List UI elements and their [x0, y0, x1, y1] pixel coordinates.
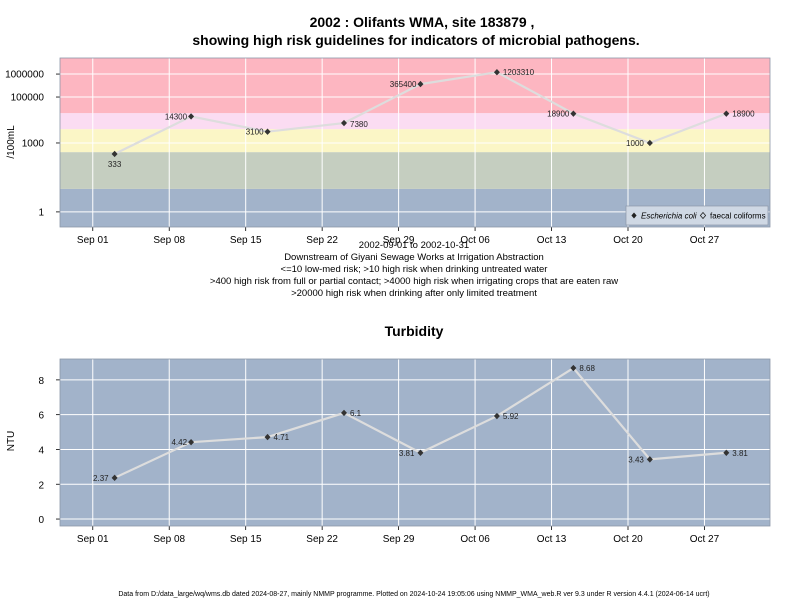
ecoli-point	[188, 113, 195, 120]
ecoli-point-label: 365400	[390, 80, 417, 89]
turbidity-y-tick-label: 2	[38, 480, 44, 491]
turbidity-point-label: 4.71	[274, 433, 290, 442]
turbidity-x-tick-label: Oct 27	[690, 534, 720, 545]
turbidity-point	[723, 449, 730, 456]
legend-faecal-marker	[699, 211, 707, 220]
legend-faecal-label: faecal coliforms	[710, 212, 766, 221]
ecoli-point-label: 3100	[246, 128, 264, 137]
subtitle-guideline-1: <=10 low-med risk; >10 high risk when dr…	[281, 264, 548, 275]
subtitle-guideline-3: >20000 high risk when drinking after onl…	[291, 288, 537, 299]
turbidity-x-tick-label: Sep 29	[383, 534, 415, 545]
turbidity-axes: Sep 01 Sep 08 Sep 15 Sep 22 Sep 29 Oct 06 Oct …	[38, 358, 771, 545]
legend-box	[625, 205, 769, 226]
microbial-x-tick-label: Sep 29	[383, 235, 415, 246]
microbial-legend: Escherichia coli faecal coliforms	[625, 205, 769, 226]
turbidity-y-tick-label: 4	[38, 445, 44, 456]
microbial-plot-area	[60, 58, 770, 227]
turbidity-point-label: 8.68	[579, 364, 595, 373]
turbidity-point-label: 4.42	[171, 438, 187, 447]
turbidity-point	[570, 364, 577, 372]
ecoli-point-label: 18900	[732, 110, 755, 119]
footer-note: Data from D:/data_large/wq/wms.db dated …	[118, 591, 709, 598]
ecoli-point-label: 1000	[626, 139, 644, 148]
microbial-y-tick-label: 1000	[22, 138, 45, 149]
microbial-x-tick-label: Oct 13	[537, 235, 567, 246]
turbidity-plot-area	[60, 359, 770, 526]
microbial-y-axis-label: /100mL	[6, 125, 17, 159]
turbidity-point-label: 3.43	[628, 455, 644, 464]
microbial-x-tick-label: Sep 01	[77, 235, 109, 246]
microbial-x-tick-label: Sep 22	[306, 235, 338, 246]
ecoli-point-label: 333	[108, 160, 122, 169]
ecoli-point	[723, 110, 730, 117]
turbidity-point	[493, 412, 500, 420]
turbidity-x-tick-label: Oct 06	[460, 534, 490, 545]
ecoli-point	[264, 128, 271, 135]
ecoli-point-label: 14300	[165, 112, 188, 121]
microbial-x-tick-label: Sep 15	[230, 235, 262, 246]
microbial-plot-border	[59, 57, 771, 228]
microbial-y-tick-label: 100000	[11, 93, 45, 104]
turbidity-point	[111, 474, 118, 482]
microbial-y-tick-label: 1	[38, 207, 44, 218]
ecoli-point	[646, 139, 653, 147]
microbial-markers: 333 14300 3100 7380 365400 1203310 18900 1000 18…	[108, 68, 755, 169]
risk-band	[60, 129, 770, 153]
turbidity-background	[60, 359, 770, 526]
risk-band	[60, 152, 770, 189]
subtitle-site: Downstream of Giyani Sewage Works at Irr…	[284, 252, 544, 263]
turbidity-point	[417, 449, 424, 456]
subtitle-guideline-2: >400 high risk from full or partial cont…	[210, 276, 618, 287]
turbidity-point	[264, 433, 271, 441]
ecoli-point-label: 18900	[547, 110, 570, 119]
ecoli-point	[341, 119, 347, 127]
ecoli-point-label: 1203310	[503, 68, 535, 77]
ecoli-point	[417, 80, 424, 88]
turbidity-x-tick-label: Oct 13	[537, 534, 567, 545]
turbidity-point	[646, 456, 653, 463]
ecoli-point	[493, 69, 500, 76]
turbidity-point-label: 3.81	[732, 449, 748, 458]
microbial-axes: Sep 01 Sep 08 Sep 15 Sep 22 Sep 29 Oct 06 Oct …	[5, 57, 771, 246]
microbial-x-tick-label: Sep 08	[153, 235, 185, 246]
microbial-x-tick-label: Oct 27	[690, 235, 720, 246]
turbidity-x-tick-label: Sep 22	[306, 534, 338, 545]
ecoli-point-label: 7380	[350, 120, 368, 129]
turbidity-x-tick-label: Sep 08	[153, 534, 185, 545]
turbidity-x-tick-label: Sep 01	[77, 534, 109, 545]
chart1-title-line2: showing high risk guidelines for indicat…	[192, 32, 639, 48]
turbidity-point	[341, 409, 347, 417]
turbidity-point-label: 5.92	[503, 412, 519, 421]
turbidity-y-tick-label: 0	[38, 515, 44, 526]
turbidity-point-label: 6.1	[350, 409, 362, 418]
turbidity-point-label: 3.81	[399, 449, 415, 458]
turbidity-y-axis-label: NTU	[6, 431, 17, 452]
turbidity-markers: 2.37 4.42 4.71 6.1 3.81 5.92 8.68 3.43 3.81	[93, 364, 748, 483]
turbidity-y-tick-label: 8	[38, 376, 44, 387]
microbial-x-tick-label: Oct 20	[613, 235, 643, 246]
turbidity-point	[188, 438, 195, 446]
turbidity-point-label: 2.37	[93, 474, 109, 483]
turbidity-title: Turbidity	[385, 323, 444, 339]
legend-ecoli-marker	[631, 212, 637, 219]
legend-ecoli-label: Escherichia coli	[641, 212, 697, 221]
turbidity-y-tick-label: 6	[38, 411, 44, 422]
chart1-title-line1: 2002 : Olifants WMA, site 183879 ,	[310, 14, 535, 30]
ecoli-point	[570, 110, 577, 117]
microbial-y-tick-label: 1000000	[5, 70, 44, 81]
turbidity-x-tick-label: Sep 15	[230, 534, 262, 545]
ecoli-point	[111, 150, 118, 158]
turbidity-plot-border	[59, 358, 771, 527]
subtitle-date-range: 2002-09-01 to 2002-10-31	[359, 240, 469, 251]
turbidity-grid	[60, 359, 770, 526]
turbidity-x-tick-label: Oct 20	[613, 534, 643, 545]
microbial-x-tick-label: Oct 06	[460, 235, 490, 246]
risk-band	[60, 58, 770, 114]
